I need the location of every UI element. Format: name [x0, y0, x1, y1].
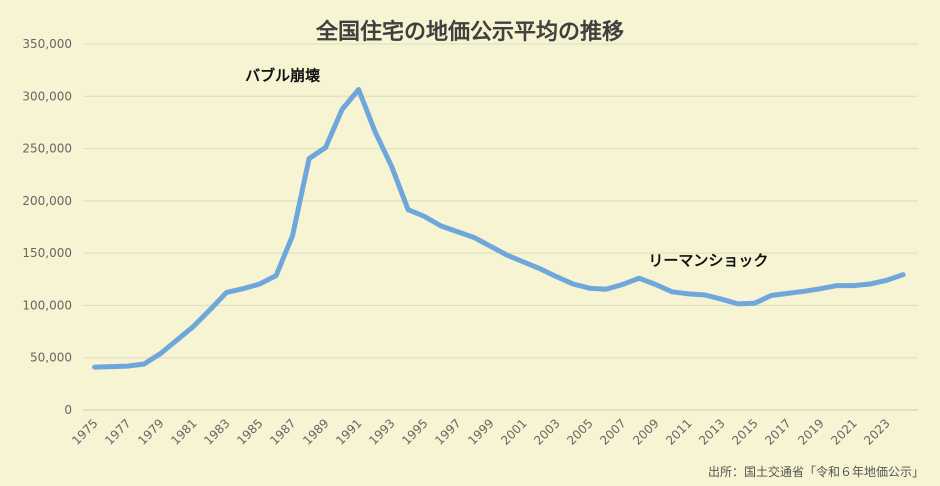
series-line	[92, 87, 906, 370]
x-tick-label: 1975	[69, 416, 100, 447]
x-tick-label: 1995	[399, 416, 430, 447]
source-note: 出所：国土交通省「令和６年地価公示」	[707, 465, 924, 479]
y-tick-label: 0	[64, 403, 72, 417]
x-tick-label: 2001	[498, 416, 529, 447]
x-tick-label: 1985	[234, 416, 265, 447]
x-tick-label: 1981	[168, 416, 199, 447]
x-tick-label: 1977	[102, 416, 133, 447]
x-tick-label: 2015	[729, 416, 760, 447]
y-tick-label: 350,000	[22, 37, 72, 51]
x-tick-label: 2005	[564, 416, 595, 447]
chart-title: 全国住宅の地価公示平均の推移	[315, 20, 624, 45]
annotation-label: リーマンショック	[648, 252, 768, 270]
x-tick-label: 1987	[267, 416, 298, 447]
x-tick-label: 1999	[465, 416, 496, 447]
x-tick-label: 2011	[663, 416, 694, 447]
x-tick-label: 1993	[366, 416, 397, 447]
y-tick-label: 150,000	[22, 246, 72, 260]
x-tick-label: 2023	[861, 416, 892, 447]
x-tick-label: 2021	[828, 416, 859, 447]
y-tick-label: 250,000	[22, 142, 72, 156]
x-tick-label: 2007	[597, 416, 628, 447]
y-tick-label: 50,000	[30, 351, 72, 365]
x-tick-label: 1979	[135, 416, 166, 447]
y-tick-label: 300,000	[22, 89, 72, 103]
y-tick-label: 100,000	[22, 298, 72, 312]
x-tick-label: 2013	[696, 416, 727, 447]
x-tick-label: 1997	[432, 416, 463, 447]
x-tick-label: 1991	[333, 416, 364, 447]
x-tick-label: 1989	[300, 416, 331, 447]
y-tick-label: 200,000	[22, 194, 72, 208]
x-tick-label: 2009	[630, 416, 661, 447]
x-tick-label: 2003	[531, 416, 562, 447]
annotation-label: バブル崩壊	[245, 67, 320, 85]
x-tick-label: 2017	[762, 416, 793, 447]
x-tick-label: 1983	[201, 416, 232, 447]
x-tick-label: 2019	[795, 416, 826, 447]
